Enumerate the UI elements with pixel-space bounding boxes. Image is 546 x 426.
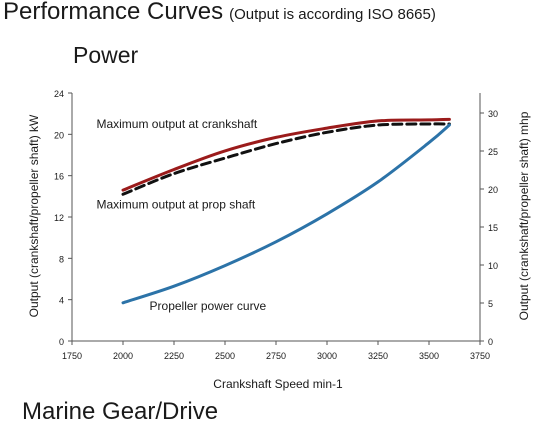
left-tick-label: 12 [54, 213, 64, 223]
x-axis-ticks: 1750 2000 2250 2500 2750 3000 3250 3500 3750 [62, 341, 490, 361]
left-axis-ticks: 0 4 8 12 16 20 24 [54, 89, 72, 347]
left-tick-label: 16 [54, 172, 64, 182]
right-axis-label: Output (crankshaft/propeller shaft) mhp [517, 111, 531, 320]
chart-annotations: Maximum output at crankshaft Maximum outp… [96, 117, 266, 313]
left-tick-label: 20 [54, 130, 64, 140]
x-tick-label: 3500 [419, 351, 439, 361]
x-tick-label: 2500 [215, 351, 235, 361]
page-subtitle: (Output is according ISO 8665) [229, 6, 436, 23]
left-tick-label: 0 [59, 337, 64, 347]
x-tick-label: 3250 [368, 351, 388, 361]
x-tick-label: 3750 [470, 351, 490, 361]
left-tick-label: 4 [59, 296, 64, 306]
left-tick-label: 24 [54, 89, 64, 99]
right-axis-ticks: 0 5 10 15 20 25 30 [480, 109, 498, 347]
right-tick-label: 5 [488, 299, 493, 309]
x-tick-label: 1750 [62, 351, 82, 361]
right-tick-label: 10 [488, 261, 498, 271]
right-tick-label: 20 [488, 185, 498, 195]
right-tick-label: 30 [488, 109, 498, 119]
section-title: Power [73, 42, 139, 68]
right-tick-label: 15 [488, 223, 498, 233]
right-tick-label: 0 [488, 337, 493, 347]
left-axis-label: Output (crankshaft/propeller shaft) kW [27, 114, 41, 317]
page-title: Performance Curves (Output is according I… [3, 0, 436, 26]
series-annotation-label: Maximum output at crankshaft [96, 117, 257, 131]
power-chart: 0 4 8 12 16 20 24 0 5 10 15 20 25 30 1750 2000 2250 250… [27, 89, 531, 391]
page-title-text: Performance Curves [3, 0, 224, 25]
series-annotation-label: Maximum output at prop shaft [96, 198, 255, 212]
x-tick-label: 3000 [317, 351, 337, 361]
chart-series [121, 117, 451, 305]
left-tick-label: 8 [59, 254, 64, 264]
x-tick-label: 2250 [164, 351, 184, 361]
x-axis-label: Crankshaft Speed min-1 [213, 377, 343, 391]
series-propshaft-line [121, 122, 451, 196]
series-annotation-label: Propeller power curve [150, 299, 267, 313]
series-crankshaft-line [121, 117, 451, 192]
x-tick-label: 2750 [266, 351, 286, 361]
x-tick-label: 2000 [113, 351, 133, 361]
series-propeller-line [121, 123, 451, 305]
right-tick-label: 25 [488, 147, 498, 157]
